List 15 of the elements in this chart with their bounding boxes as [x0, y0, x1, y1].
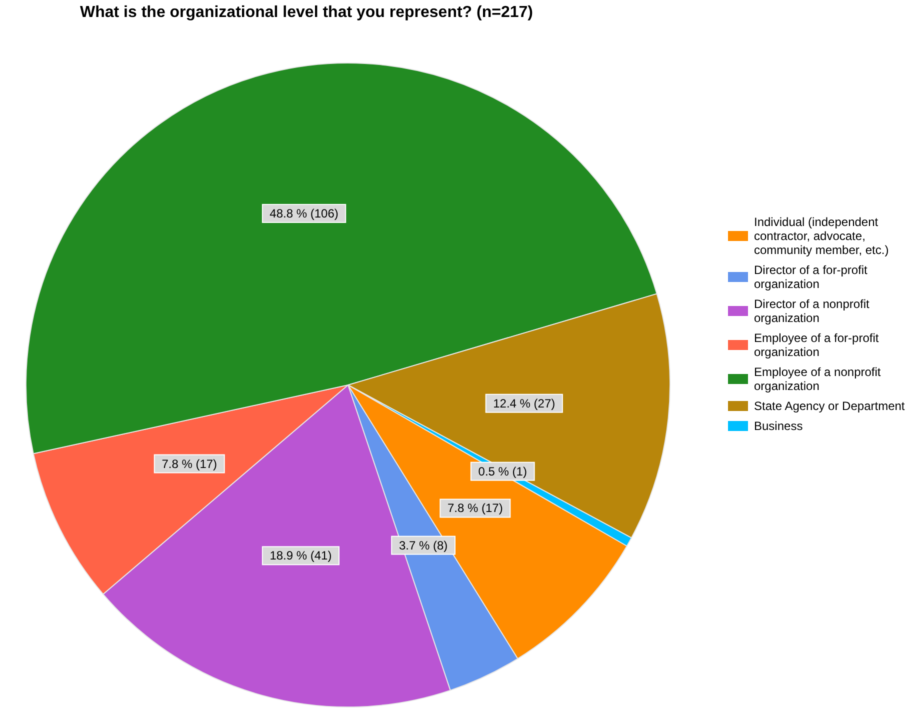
data-label: 7.8 % (17): [447, 501, 503, 516]
data-label: 12.4 % (27): [493, 396, 556, 410]
data-label: 3.7 % (8): [398, 538, 448, 552]
legend-label: Business: [754, 419, 803, 433]
legend-label: State Agency or Department: [754, 399, 905, 413]
legend-label: Director of a for-profit organization: [754, 263, 868, 291]
legend-label: Employee of a for-profit organization: [754, 331, 880, 359]
data-label: 18.9 % (41): [270, 548, 332, 563]
legend-label: Individual (independent contractor, advocate, community member, etc.): [754, 215, 890, 257]
data-label: 0.5 % (1): [478, 464, 527, 478]
legend-label: Employee of a nonprofit organization: [754, 365, 882, 393]
data-label: 48.8 % (106): [270, 206, 338, 220]
chart-title: What is the organizational level that you represent? (n=217): [80, 4, 533, 22]
legend-label: Director of a nonprofit organization: [754, 297, 870, 325]
data-label: 7.8 % (17): [162, 456, 218, 471]
